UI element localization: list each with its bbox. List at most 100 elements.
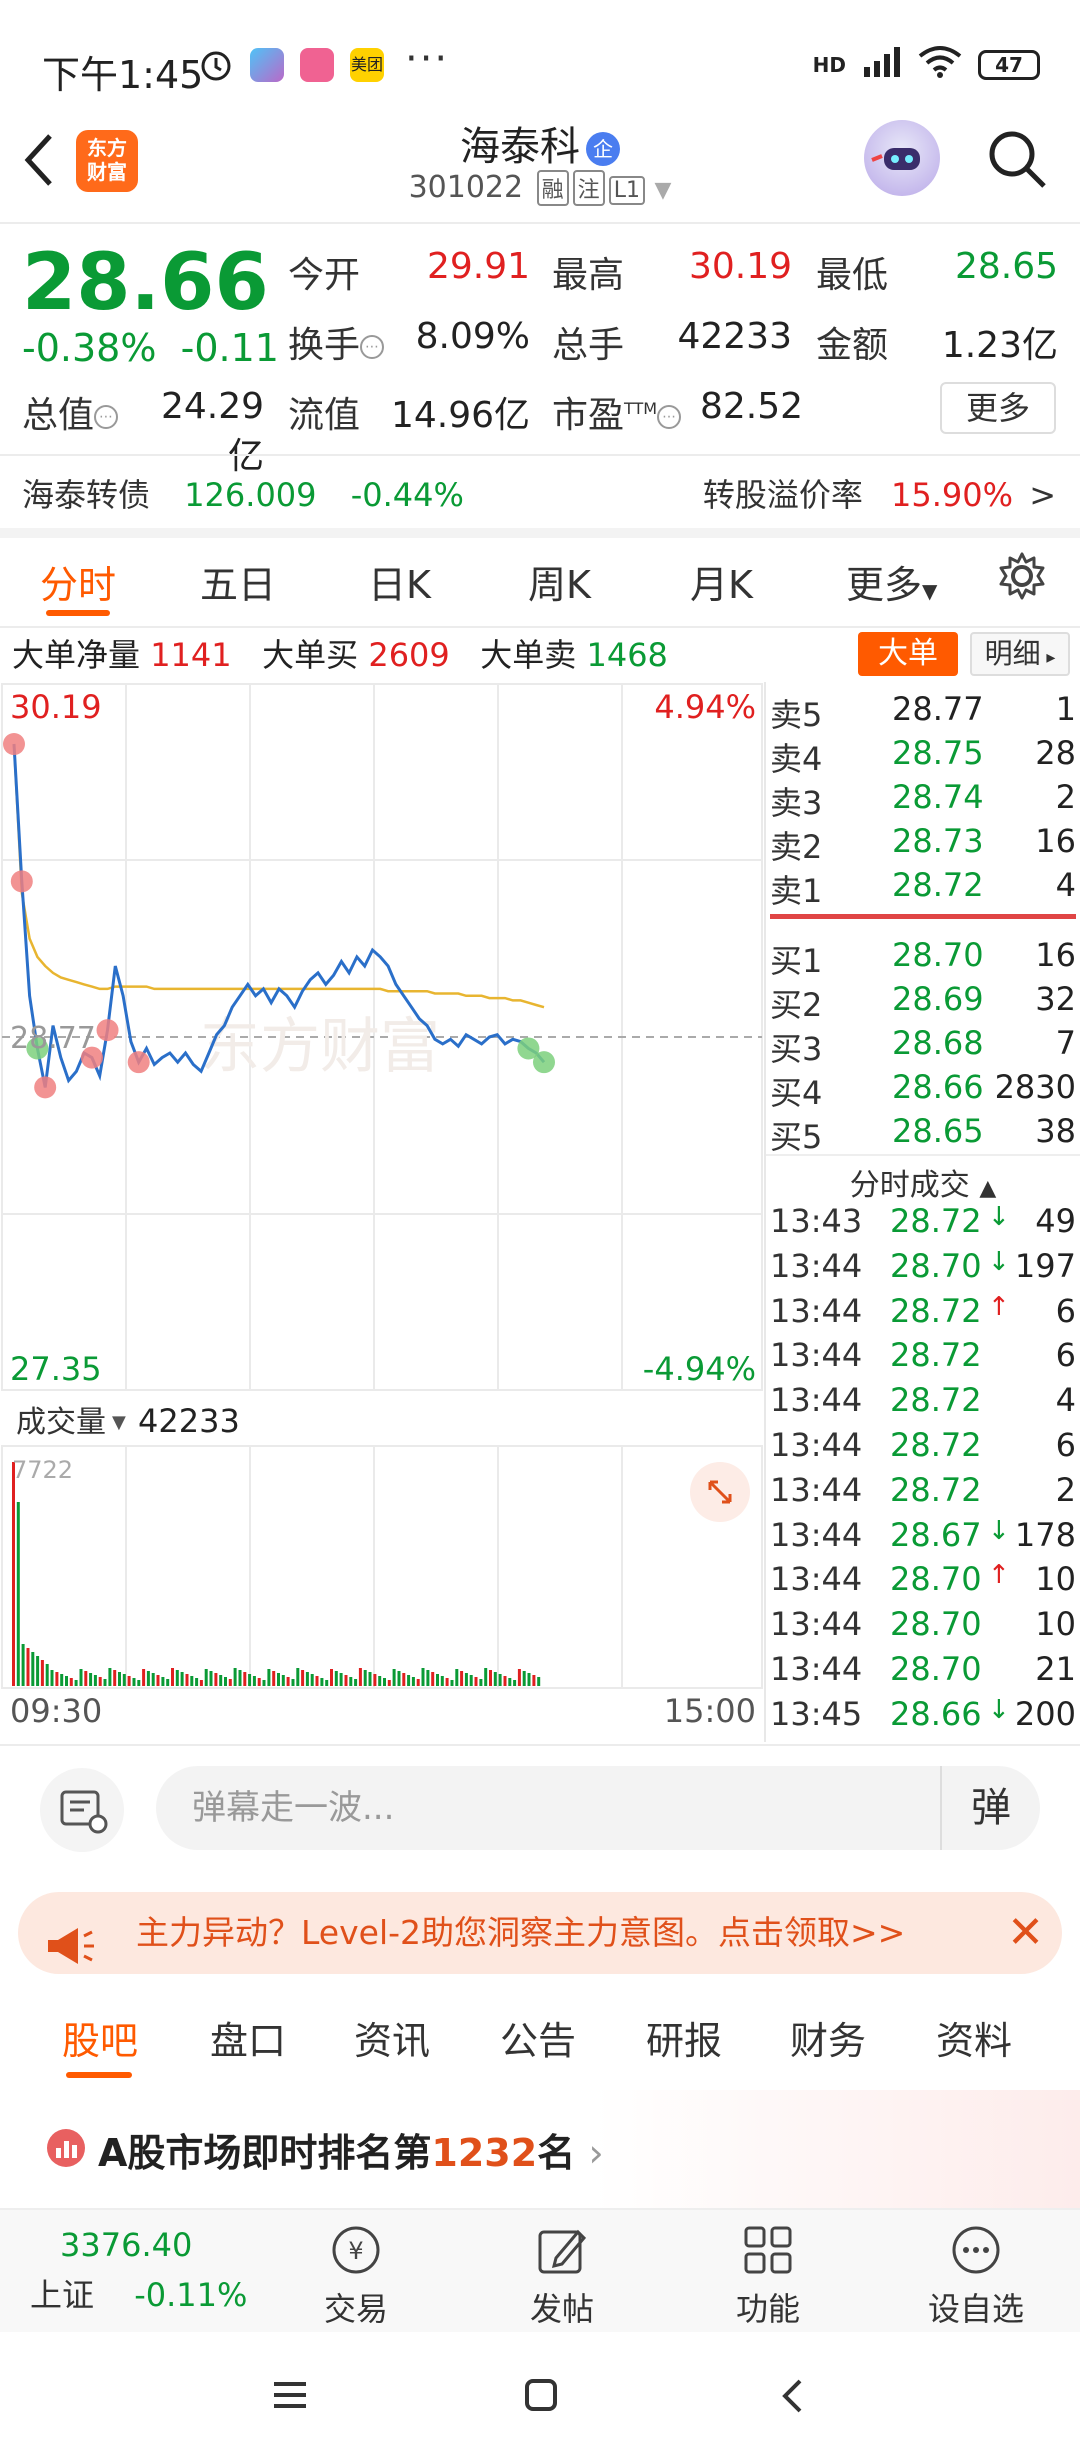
volume-bar-24 xyxy=(127,1676,131,1686)
volume-bar-54 xyxy=(272,1671,276,1686)
premium-rate[interactable]: 转股溢价率 15.90% > xyxy=(703,470,1056,516)
volume-total: 42233 xyxy=(138,1402,240,1440)
volume-bar-33 xyxy=(171,1668,174,1686)
tick-price: 28.72 xyxy=(890,1202,982,1240)
bid-price: 28.70 xyxy=(892,936,984,974)
tick-row: 13:44 28.72 ↑ 6 xyxy=(766,1292,1080,1336)
average-price-line xyxy=(12,743,545,1009)
tab-more[interactable]: 更多▼ xyxy=(846,554,937,609)
volume-bar-107 xyxy=(527,1673,531,1686)
volume-bar-5 xyxy=(36,1656,40,1686)
volume-bar-25 xyxy=(132,1678,136,1686)
more-button[interactable]: 更多 xyxy=(940,382,1056,434)
chart-watermark: 东方财富 xyxy=(200,1012,440,1082)
rank-chart-icon xyxy=(46,2128,86,2172)
pe-label[interactable]: 市盈TTM ⋯ xyxy=(552,386,682,438)
settings-gear-icon[interactable] xyxy=(996,550,1048,606)
tick-time: 13:44 xyxy=(770,1515,863,1554)
volume-bar-58 xyxy=(291,1679,295,1686)
low-label: 最低 xyxy=(816,255,889,296)
subtab-active-underline xyxy=(66,2072,132,2078)
search-icon[interactable] xyxy=(984,126,1050,192)
tick-volume: 6 xyxy=(1055,1291,1076,1330)
volume-bar-23 xyxy=(122,1674,126,1686)
net-label: 大单净量 xyxy=(12,636,141,674)
y-mid-label: 28.77 xyxy=(10,1021,96,1056)
mktcap-value: 24.29亿 xyxy=(160,386,264,477)
nav-add-watchlist[interactable]: 设自选 xyxy=(906,2222,1046,2330)
tick-volume: 21 xyxy=(1035,1650,1076,1688)
tab-news[interactable]: 资讯 xyxy=(354,2019,431,2063)
tab-more-label: 更多 xyxy=(846,563,923,607)
ticks-title[interactable]: 分时成交 ▲ xyxy=(766,1154,1080,1204)
tab-research[interactable]: 研报 xyxy=(646,2019,723,2063)
home-icon[interactable] xyxy=(524,2378,558,2416)
big-order-button[interactable]: 大单 xyxy=(858,632,958,676)
index-row: 上证 -0.11% xyxy=(30,2270,260,2316)
intraday-chart[interactable]: 东方财富 30.19 4.94% 28.77 27.35 -4.94% 成交量 … xyxy=(0,682,764,1742)
assistant-robot-icon[interactable] xyxy=(864,120,940,196)
stock-code-line[interactable]: 301022 融注 L1 ▼ xyxy=(0,170,1080,206)
volume-bar-49 xyxy=(248,1674,252,1686)
tab-five-day[interactable]: 五日 xyxy=(200,563,277,607)
menu-icon[interactable] xyxy=(272,2380,308,2414)
tab-profile[interactable]: 资料 xyxy=(936,2019,1013,2063)
tab-pankou[interactable]: 盘口 xyxy=(210,2019,287,2063)
volume-bar-98 xyxy=(484,1668,488,1686)
bid-label: 买1 xyxy=(770,942,823,980)
tick-row: 13:44 28.70 10 xyxy=(766,1605,1080,1649)
open-value: 29.91 xyxy=(426,246,530,287)
tab-finance[interactable]: 财务 xyxy=(790,2019,867,2063)
rank-prefix: A股市场即时排名第 xyxy=(98,2131,432,2175)
volume-bar-77 xyxy=(383,1678,386,1686)
back-icon[interactable] xyxy=(780,2378,806,2418)
volume-bar-83 xyxy=(411,1677,415,1686)
tab-daily-k[interactable]: 日K xyxy=(368,563,431,607)
back-arrow-icon[interactable] xyxy=(20,130,60,205)
stock-title[interactable]: 海泰科企 xyxy=(0,114,1080,172)
eastmoney-logo: 东方 财富 xyxy=(76,130,138,192)
tab-monthly-k[interactable]: 月K xyxy=(690,563,753,607)
volume-bar-89 xyxy=(440,1676,444,1686)
danmu-settings-icon[interactable] xyxy=(40,1768,124,1852)
mktcap-label-text: 总值 xyxy=(22,395,95,436)
ask-label: 卖1 xyxy=(770,872,823,910)
close-icon[interactable]: ✕ xyxy=(1007,1907,1044,1958)
detail-button[interactable]: 明细 ▸ xyxy=(970,632,1070,676)
index-value: 3376.40 xyxy=(60,2226,193,2264)
tab-guba[interactable]: 股吧 xyxy=(62,2019,139,2063)
status-bar: 下午1:45 美团 ··· HD 47 xyxy=(0,0,1080,130)
nav-post-label: 发帖 xyxy=(529,2290,594,2328)
volume-bar-41 xyxy=(209,1671,213,1686)
enterprise-badge: 企 xyxy=(586,132,620,166)
nav-trade[interactable]: ¥ 交易 xyxy=(286,2222,426,2330)
ask-price: 28.77 xyxy=(892,690,984,728)
volume-bar-55 xyxy=(277,1673,280,1686)
tab-announcement[interactable]: 公告 xyxy=(500,2019,577,2063)
bid-label: 买5 xyxy=(770,1118,823,1156)
volume-bar-90 xyxy=(445,1678,449,1686)
lele-app-icon xyxy=(300,48,334,82)
bid-volume: 32 xyxy=(1035,980,1076,1018)
nav-post[interactable]: 发帖 xyxy=(492,2222,632,2330)
stock-code: 301022 xyxy=(408,170,524,205)
open-label: 今开 xyxy=(288,255,361,296)
danmu-input[interactable]: 弹幕走一波... xyxy=(156,1766,1040,1850)
mktcap-label[interactable]: 总值 ⋯ xyxy=(22,386,119,438)
bid-volume: 38 xyxy=(1035,1112,1076,1150)
market-rank-row[interactable]: A股市场即时排名第1232名 › xyxy=(0,2090,1080,2210)
nav-functions[interactable]: 功能 xyxy=(698,2222,838,2330)
nav-trade-label: 交易 xyxy=(323,2290,388,2328)
volume-bar-37 xyxy=(190,1676,194,1686)
tick-row: 13:43 28.72 ↓ 49 xyxy=(766,1202,1080,1246)
level2-promo-banner[interactable]: 主力异动？Level-2助您洞察主力意图。点击领取>> ✕ xyxy=(18,1892,1062,1974)
volume-bar-63 xyxy=(315,1676,319,1686)
turnover-label[interactable]: 换手 ⋯ xyxy=(288,316,385,368)
low-value: 28.65 xyxy=(954,246,1058,287)
danmu-toggle-button[interactable]: 弹 xyxy=(940,1766,1040,1850)
index-quote[interactable]: 3376.40 上证 -0.11% xyxy=(30,2226,260,2316)
tab-intraday[interactable]: 分时 xyxy=(40,563,117,607)
volume-value: 42233 xyxy=(677,316,792,357)
convertible-bond-row[interactable]: 海泰转债 126.009 -0.44% xyxy=(22,470,464,516)
tab-weekly-k[interactable]: 周K xyxy=(528,563,591,607)
